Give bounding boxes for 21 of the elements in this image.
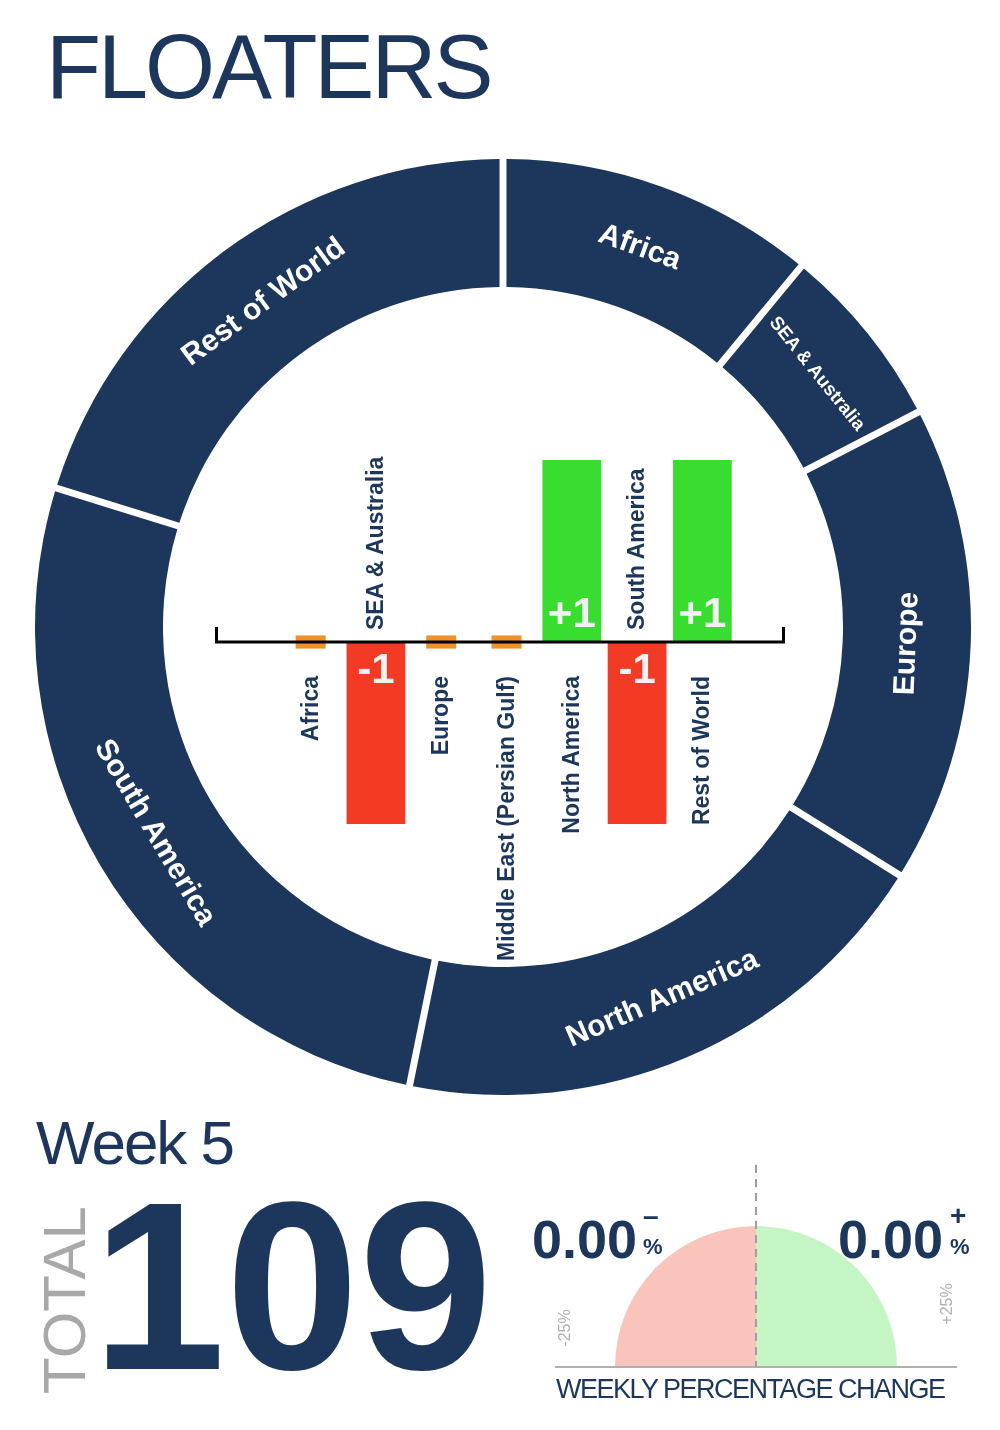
text: TOTAL — [31, 1205, 98, 1395]
data-label: +1 — [678, 589, 727, 636]
x-tick-label: Rest of World — [688, 676, 715, 826]
text: % — [950, 1234, 970, 1259]
text: % — [643, 1234, 663, 1259]
slice-label: Africa — [594, 215, 687, 276]
text: -25% — [556, 1308, 573, 1349]
text: 0.00 — [838, 1209, 944, 1269]
chart-title: FLOATERS — [46, 17, 491, 117]
data-label: +1 — [547, 589, 596, 636]
x-tick-label: North America — [557, 675, 584, 834]
text: + — [950, 1200, 967, 1231]
text: 0.00 — [532, 1209, 638, 1269]
text: – — [643, 1200, 659, 1231]
x-tick-label: Europe — [427, 676, 454, 756]
data-label: -1 — [357, 645, 395, 692]
text: WEEKLY PERCENTAGE CHANGE — [556, 1374, 945, 1404]
x-tick-label: Africa — [296, 675, 323, 742]
data-label: -1 — [618, 645, 656, 692]
x-tick-label: Middle East (Persian Gulf) — [492, 676, 519, 961]
text: +25% — [938, 1282, 955, 1327]
